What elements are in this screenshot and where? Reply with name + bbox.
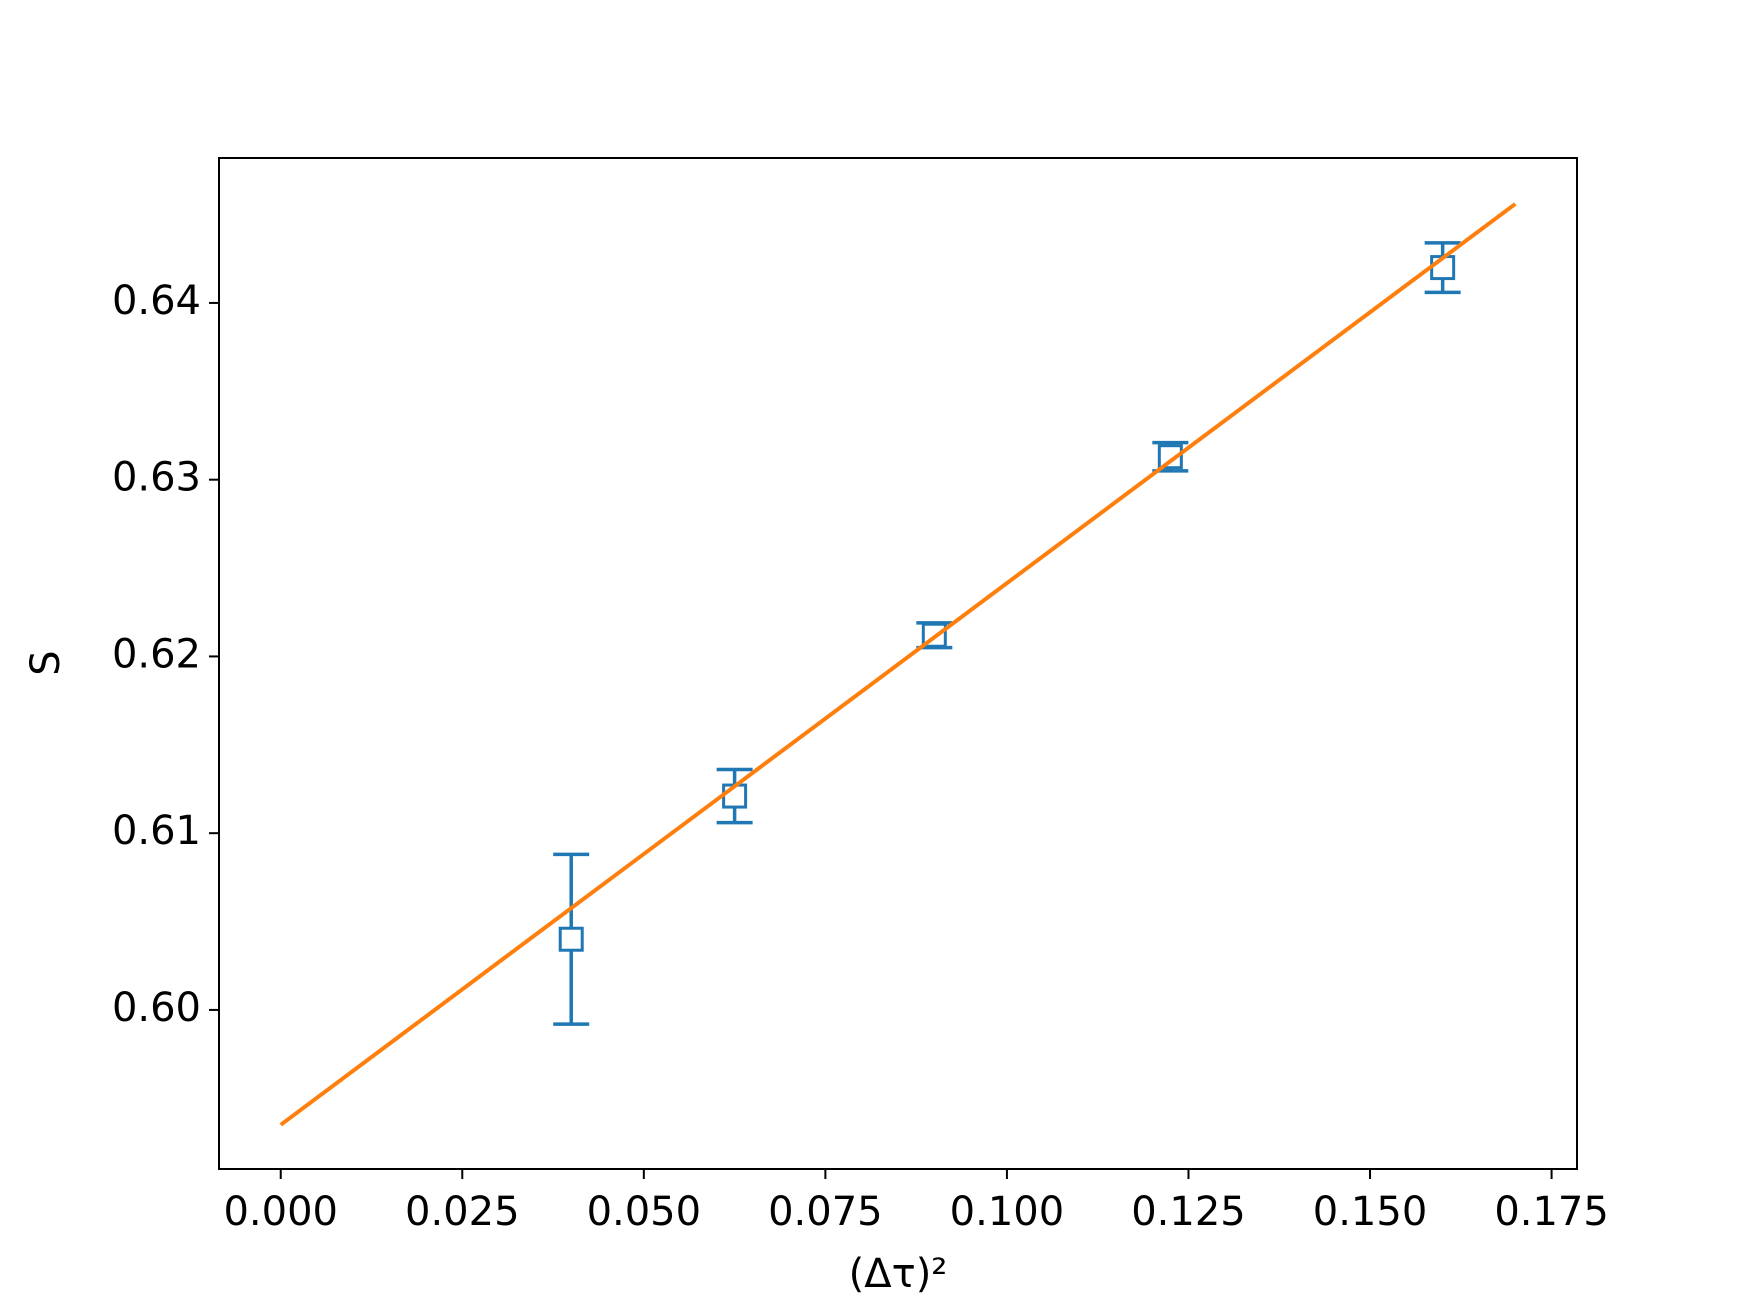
x-tick-label: 0.150 <box>1313 1189 1428 1235</box>
y-axis-label: S <box>23 650 69 675</box>
x-tick-label: 0.125 <box>1131 1189 1246 1235</box>
x-axis-label: (Δτ)² <box>849 1251 948 1297</box>
x-tick-label: 0.100 <box>950 1189 1065 1235</box>
marker <box>1157 444 1183 470</box>
y-tick-label: 0.61 <box>112 808 201 854</box>
plot-frame <box>218 157 1578 1170</box>
x-tick-label: 0.025 <box>405 1189 520 1235</box>
y-tick-label: 0.64 <box>112 278 201 324</box>
y-tick-label: 0.60 <box>112 985 201 1031</box>
x-tick-label: 0.175 <box>1494 1189 1609 1235</box>
x-tick-label: 0.000 <box>223 1189 338 1235</box>
fit-line <box>279 202 1517 1127</box>
y-tick-label: 0.63 <box>112 455 201 501</box>
x-tick-label: 0.050 <box>587 1189 702 1235</box>
marker <box>558 926 584 952</box>
y-tick-label: 0.62 <box>112 631 201 677</box>
x-tick-label: 0.075 <box>768 1189 883 1235</box>
